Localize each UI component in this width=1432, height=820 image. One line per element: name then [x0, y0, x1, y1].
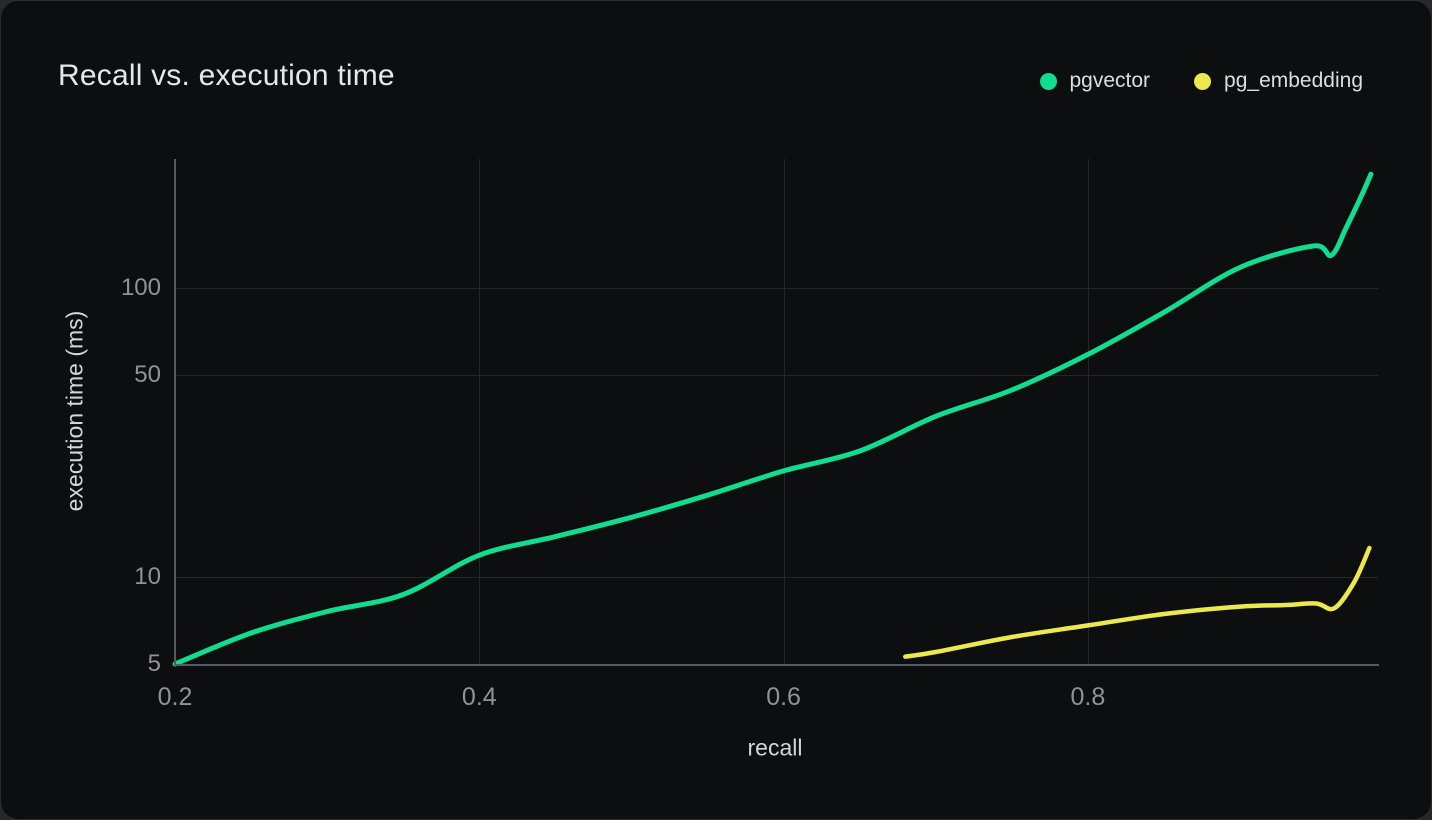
- y-axis-title: execution time (ms): [61, 310, 88, 512]
- h-gridline: [176, 375, 1378, 377]
- y-tick-label: 5: [147, 650, 161, 677]
- x-tick-label: 0.2: [157, 683, 193, 711]
- x-tick-label: 0.4: [461, 683, 497, 711]
- legend-item-pgvector[interactable]: pgvector: [1039, 69, 1151, 93]
- y-axis-line: [174, 159, 176, 666]
- h-gridline: [176, 577, 1378, 579]
- x-axis-line: [174, 664, 1379, 666]
- y-tick-label: 50: [134, 361, 161, 389]
- legend-dot-icon: [1039, 72, 1057, 90]
- y-tick-label: 10: [134, 563, 161, 591]
- series-lines: [172, 171, 1374, 667]
- pg_embedding-line: [903, 545, 1372, 659]
- legend-item-pg_embedding[interactable]: pg_embedding: [1194, 69, 1363, 93]
- legend: pgvector pg_embedding: [1039, 69, 1363, 93]
- y-tick-label: 100: [120, 274, 161, 302]
- x-tick-label: 0.6: [766, 683, 801, 711]
- plot-area: [172, 159, 1378, 667]
- h-gridline: [176, 288, 1378, 290]
- x-tick-label: 0.8: [1070, 683, 1106, 711]
- legend-dot-icon: [1194, 72, 1212, 90]
- v-gridline: [479, 159, 481, 664]
- chart-title: Recall vs. execution time: [58, 59, 395, 92]
- legend-label: pgvector: [1069, 69, 1151, 92]
- v-gridline: [1087, 159, 1089, 664]
- x-axis-title: recall: [747, 734, 803, 761]
- legend-label: pg_embedding: [1224, 69, 1363, 92]
- pgvector-line: [172, 171, 1374, 667]
- v-gridline: [783, 159, 785, 664]
